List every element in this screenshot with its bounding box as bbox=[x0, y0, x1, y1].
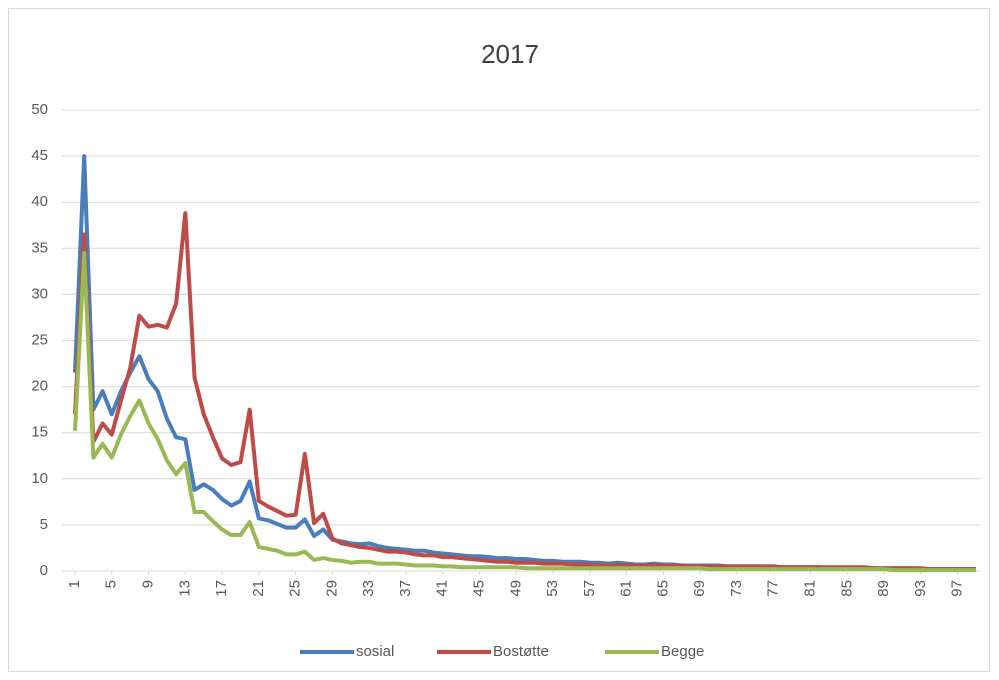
y-tick-label: 0 bbox=[40, 562, 48, 579]
y-tick-label: 10 bbox=[31, 470, 48, 487]
y-tick-label: 50 bbox=[31, 101, 48, 118]
x-tick-label: 21 bbox=[250, 580, 267, 597]
x-tick-label: 53 bbox=[544, 580, 561, 597]
y-tick-label: 35 bbox=[31, 239, 48, 256]
x-tick-label: 41 bbox=[434, 580, 451, 597]
x-tick-label: 69 bbox=[691, 580, 708, 597]
x-tick-label: 81 bbox=[801, 580, 818, 597]
x-tick-label: 9 bbox=[140, 580, 157, 588]
y-tick-label: 40 bbox=[31, 193, 48, 210]
y-tick-label: 15 bbox=[31, 424, 48, 441]
x-tick-label: 85 bbox=[838, 580, 855, 597]
y-tick-label: 30 bbox=[31, 285, 48, 302]
x-tick-label: 89 bbox=[875, 580, 892, 597]
x-tick-label: 29 bbox=[323, 580, 340, 597]
y-tick-label: 25 bbox=[31, 331, 48, 348]
y-tick-label: 20 bbox=[31, 378, 48, 395]
x-tick-label: 45 bbox=[470, 580, 487, 597]
x-tick-label: 37 bbox=[397, 580, 414, 597]
x-tick-label: 73 bbox=[728, 580, 745, 597]
x-tick-label: 61 bbox=[618, 580, 635, 597]
legend-label: Begge bbox=[661, 643, 704, 660]
series-line bbox=[73, 250, 976, 573]
x-tick-label: 25 bbox=[287, 580, 304, 597]
x-tick-label: 57 bbox=[581, 580, 598, 597]
x-tick-label: 65 bbox=[654, 580, 671, 597]
x-tick-label: 49 bbox=[507, 580, 524, 597]
x-tick-label: 5 bbox=[103, 580, 120, 588]
x-tick-label: 13 bbox=[176, 580, 193, 597]
x-tick-label: 77 bbox=[765, 580, 782, 597]
x-tick-label: 17 bbox=[213, 580, 230, 597]
chart-title: 2017 bbox=[481, 39, 539, 69]
x-tick-label: 33 bbox=[360, 580, 377, 597]
legend-label: Bostøtte bbox=[493, 643, 549, 660]
x-tick-label: 93 bbox=[912, 580, 929, 597]
x-tick-label: 97 bbox=[949, 580, 966, 597]
x-tick-label: 1 bbox=[66, 580, 83, 588]
legend-label: sosial bbox=[356, 643, 394, 660]
y-tick-label: 45 bbox=[31, 147, 48, 164]
y-tick-label: 5 bbox=[40, 516, 48, 533]
